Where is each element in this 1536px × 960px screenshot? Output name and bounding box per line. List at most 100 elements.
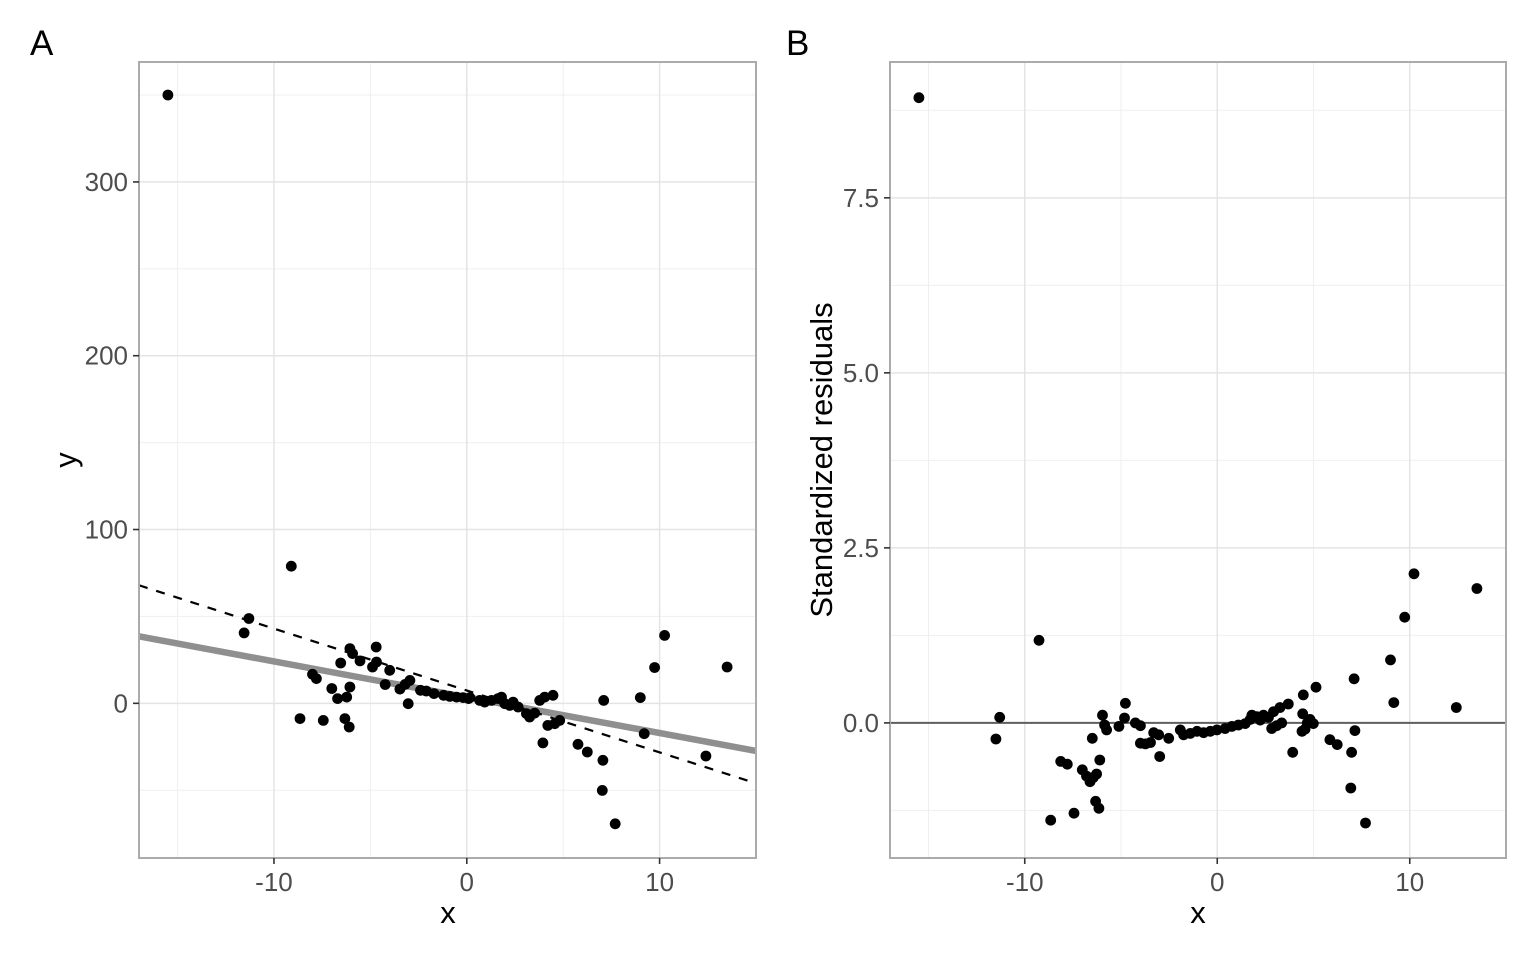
data-point — [464, 692, 476, 703]
data-point — [326, 683, 338, 694]
data-point — [1094, 754, 1106, 766]
x-tick-label: -10 — [255, 867, 293, 897]
x-tick-label: 0 — [1210, 867, 1224, 897]
data-point — [1348, 673, 1360, 685]
data-point — [547, 689, 559, 701]
panel-border — [138, 61, 757, 859]
data-point — [581, 746, 593, 758]
panel-b-y-axis-title: Standardized residuals — [804, 302, 839, 618]
data-point — [1119, 712, 1130, 724]
data-point — [1101, 724, 1112, 736]
x-tick-label: 10 — [1395, 867, 1424, 897]
data-point — [597, 754, 609, 766]
data-point — [1061, 758, 1073, 770]
data-point — [994, 711, 1006, 723]
x-tick-label: 10 — [645, 867, 674, 897]
data-point — [311, 673, 322, 684]
data-point — [1154, 751, 1166, 762]
data-point — [1145, 737, 1156, 748]
panel-a-x-axis-title: x — [440, 895, 456, 930]
panel-b: -10 0 10 0.0 2.5 5.0 7.5 — [843, 61, 1507, 897]
panel-a-y-axis-title: y — [48, 452, 83, 468]
data-point — [1388, 697, 1400, 708]
axis-ticks — [884, 197, 1411, 864]
data-point — [1471, 583, 1483, 594]
data-point — [243, 613, 255, 624]
data-point — [1307, 718, 1319, 729]
data-point — [341, 691, 353, 703]
panel-b-tag: B — [786, 24, 810, 63]
data-point — [1113, 721, 1125, 732]
data-point — [317, 715, 329, 726]
data-point — [371, 656, 382, 668]
data-point — [634, 692, 646, 703]
data-point — [1346, 746, 1357, 758]
scatter-points — [162, 89, 733, 830]
data-point — [343, 721, 355, 733]
data-point — [347, 648, 358, 659]
data-point — [700, 750, 712, 762]
data-point — [1287, 746, 1299, 758]
data-point — [1120, 697, 1131, 709]
data-point — [529, 707, 541, 719]
data-point — [554, 715, 566, 726]
data-point — [335, 657, 347, 669]
axis-tick-labels: -10 0 10 0.0 2.5 5.0 7.5 — [843, 183, 1424, 897]
data-point — [404, 675, 416, 686]
data-point — [402, 698, 414, 710]
y-tick-label: 300 — [85, 167, 128, 197]
data-point — [238, 627, 250, 639]
data-point — [1345, 782, 1357, 794]
y-tick-label: 2.5 — [843, 533, 879, 563]
x-tick-label: -10 — [1006, 867, 1044, 897]
data-point — [1282, 698, 1294, 710]
data-point — [539, 691, 551, 703]
data-point — [1399, 611, 1411, 623]
data-point — [1310, 681, 1322, 693]
data-point — [598, 695, 610, 706]
axis-ticks — [133, 181, 661, 864]
data-point — [1091, 768, 1102, 780]
grid-minor — [890, 62, 1507, 858]
data-point — [1068, 807, 1080, 819]
data-point — [1360, 817, 1371, 829]
data-point — [649, 662, 660, 673]
scatter-points — [913, 92, 1483, 829]
data-point — [379, 679, 391, 690]
data-point — [339, 713, 351, 724]
data-point — [990, 733, 1002, 745]
data-point — [1450, 702, 1462, 713]
data-point — [1163, 732, 1175, 744]
ols-regression-line — [139, 584, 756, 785]
data-point — [572, 738, 584, 750]
data-point — [428, 688, 440, 699]
data-point — [1045, 814, 1057, 826]
x-tick-label: 0 — [460, 867, 474, 897]
data-point — [384, 664, 396, 676]
data-point — [512, 701, 524, 713]
y-tick-label: 5.0 — [843, 358, 879, 388]
data-point — [721, 661, 733, 673]
panel-border — [889, 61, 1507, 859]
data-point — [1349, 725, 1361, 736]
data-point — [294, 713, 306, 724]
data-point — [537, 737, 549, 749]
data-point — [1297, 689, 1309, 701]
grid-major — [139, 62, 756, 858]
data-point — [1093, 802, 1105, 814]
data-point — [1408, 568, 1420, 580]
data-point — [332, 693, 343, 704]
data-point — [1153, 729, 1165, 741]
data-point — [1276, 717, 1288, 729]
data-point — [354, 655, 366, 667]
data-point — [344, 681, 356, 693]
data-point — [596, 785, 608, 796]
data-point — [1385, 654, 1396, 666]
grid-major — [890, 62, 1506, 858]
data-point — [1211, 724, 1223, 736]
data-point — [162, 89, 174, 101]
